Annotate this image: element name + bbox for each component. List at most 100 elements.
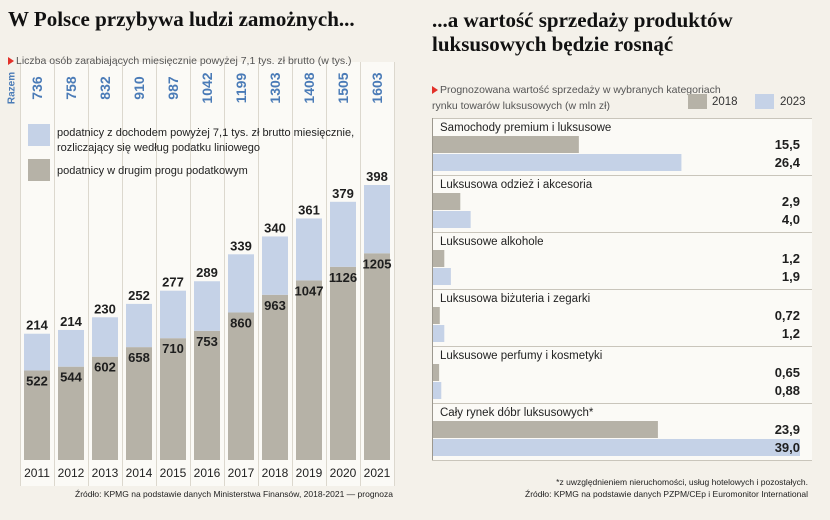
bar-segment-second-bracket <box>330 266 356 460</box>
x-tick-label: 2013 <box>92 466 119 480</box>
category-label: Luksusowa odzież i akcesoria <box>440 179 593 191</box>
marker-triangle-icon <box>8 57 14 65</box>
bar-label-linear-tax: 398 <box>366 169 388 184</box>
bar-label-linear-tax: 379 <box>332 186 354 201</box>
x-tick-label: 2012 <box>58 466 85 480</box>
bar-2023 <box>433 439 800 456</box>
right-chart-subtitle: Prognozowana wartość sprzedaży w wybrany… <box>432 66 721 114</box>
bar-2023 <box>433 154 682 171</box>
value-label-2018: 0,65 <box>775 365 800 380</box>
x-tick-label: 2019 <box>296 466 323 480</box>
total-label: 1303 <box>267 72 283 103</box>
category-label: Luksusowe perfumy i kosmetyki <box>440 350 602 362</box>
bar-label-second-bracket: 522 <box>26 373 48 388</box>
bar-segment-second-bracket <box>160 338 186 460</box>
bar-2018 <box>433 364 440 381</box>
left-chart-plot: Razem 522 214 2011 736 544 214 2012 758 602 230 201… <box>7 62 395 486</box>
bar-segment-linear-tax <box>24 333 50 371</box>
bar-2018 <box>433 250 445 267</box>
bar-2023 <box>433 211 471 228</box>
bar-label-second-bracket: 963 <box>264 298 286 313</box>
bar-segment-second-bracket <box>228 312 254 460</box>
bar-segment-linear-tax <box>364 185 390 254</box>
left-chart-subtitle-text: Liczba osób zarabiających miesięcznie po… <box>16 55 352 67</box>
legend-swatch-2018 <box>688 94 707 109</box>
category-label: Samochody premium i luksusowe <box>440 122 611 134</box>
bar-label-linear-tax: 277 <box>162 275 184 290</box>
legend-swatch-second-bracket <box>28 159 50 181</box>
total-label: 1042 <box>199 72 215 103</box>
category-label: Cały rynek dóbr luksusowych* <box>440 407 594 419</box>
bar-segment-second-bracket <box>92 356 118 460</box>
x-tick-label: 2017 <box>228 466 255 480</box>
x-tick-label: 2016 <box>194 466 221 480</box>
bar-label-second-bracket: 658 <box>128 350 150 365</box>
left-chart-source: Źródło: KPMG na podstawie danych Ministe… <box>75 489 393 499</box>
bar-2023 <box>433 268 451 285</box>
bar-segment-second-bracket <box>364 253 390 460</box>
value-label-2023: 0,88 <box>775 383 800 398</box>
bar-label-linear-tax: 252 <box>128 288 150 303</box>
bar-2018 <box>433 193 461 210</box>
bar-segment-linear-tax <box>126 303 152 348</box>
total-label: 987 <box>165 76 181 100</box>
category-label: Luksusowa biżuteria i zegarki <box>440 293 590 305</box>
value-label-2018: 0,72 <box>775 308 800 323</box>
value-label-2023: 26,4 <box>775 155 801 170</box>
right-chart-footnote: *z uwzględnieniem nieruchomości, usług h… <box>556 477 808 487</box>
bar-segment-second-bracket <box>24 370 50 460</box>
category-label: Luksusowe alkohole <box>440 236 544 248</box>
total-label: 1408 <box>301 72 317 103</box>
bar-label-linear-tax: 339 <box>230 238 252 253</box>
x-tick-label: 2020 <box>330 466 357 480</box>
bar-2023 <box>433 382 442 399</box>
total-label: 758 <box>63 76 79 100</box>
total-label: 1603 <box>369 72 385 103</box>
bar-2023 <box>433 325 445 342</box>
bar-label-second-bracket: 544 <box>60 370 82 385</box>
bar-label-second-bracket: 1205 <box>363 256 392 271</box>
bar-segment-second-bracket <box>58 366 84 460</box>
bar-segment-linear-tax <box>194 281 220 331</box>
bar-segment-linear-tax <box>58 329 84 367</box>
bar-segment-linear-tax <box>262 236 288 295</box>
x-tick-label: 2011 <box>24 466 50 480</box>
value-label-2018: 2,9 <box>782 194 800 209</box>
x-tick-label: 2015 <box>160 466 187 480</box>
bar-2018 <box>433 136 579 153</box>
value-label-2023: 4,0 <box>782 212 800 227</box>
bar-segment-linear-tax <box>330 201 356 267</box>
total-label: 1505 <box>335 72 351 103</box>
bar-segment-linear-tax <box>92 317 118 357</box>
bar-segment-linear-tax <box>296 218 322 281</box>
value-label-2018: 1,2 <box>782 251 800 266</box>
total-label: 910 <box>131 76 147 100</box>
x-tick-label: 2014 <box>126 466 153 480</box>
bar-label-second-bracket: 602 <box>94 360 116 375</box>
total-label: 1199 <box>233 73 249 104</box>
marker-triangle-icon <box>432 86 438 94</box>
bar-label-second-bracket: 860 <box>230 315 252 330</box>
right-chart-subtitle-text: Prognozowana wartość sprzedaży w wybrany… <box>432 84 721 112</box>
total-label: 736 <box>29 76 45 100</box>
value-label-2023: 1,9 <box>782 269 800 284</box>
bar-segment-second-bracket <box>126 347 152 460</box>
bar-2018 <box>433 421 658 438</box>
value-label-2023: 39,0 <box>775 440 800 455</box>
legend-label-second-bracket: podatnicy w drugim progu podatkowym <box>57 165 248 177</box>
bar-label-linear-tax: 214 <box>26 318 48 333</box>
left-chart-title: W Polsce przybywa ludzi zamożnych... <box>8 7 355 31</box>
legend-swatch-2023 <box>755 94 774 109</box>
total-label: 832 <box>97 76 113 100</box>
value-label-2018: 15,5 <box>775 137 800 152</box>
bar-segment-second-bracket <box>262 294 288 460</box>
bar-segment-second-bracket <box>296 280 322 460</box>
x-tick-label: 2018 <box>262 466 289 480</box>
bar-label-linear-tax: 214 <box>60 314 82 329</box>
totals-row-label: Razem <box>7 72 18 104</box>
bar-label-second-bracket: 1126 <box>329 270 357 285</box>
legend-label-2018: 2018 <box>712 96 738 108</box>
bar-2018 <box>433 307 440 324</box>
